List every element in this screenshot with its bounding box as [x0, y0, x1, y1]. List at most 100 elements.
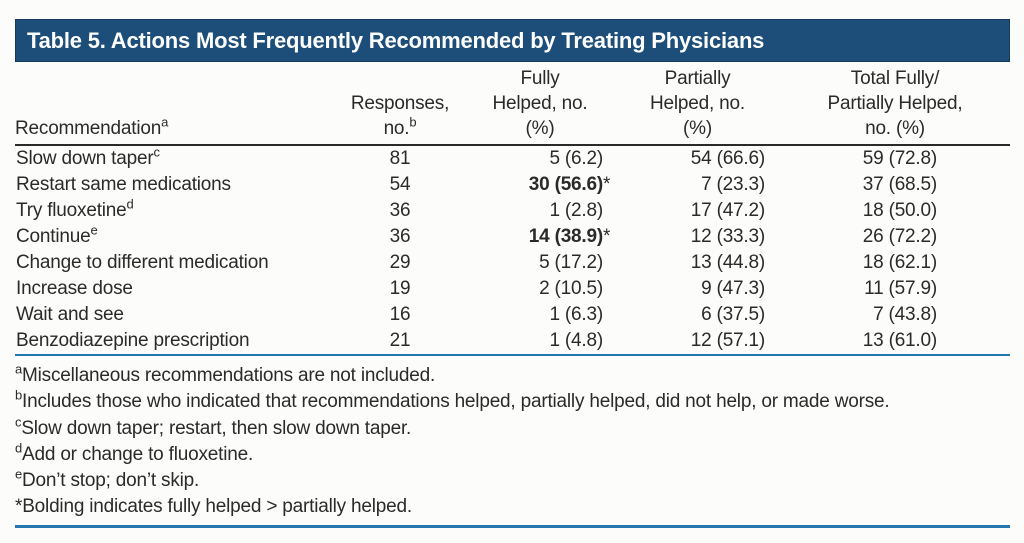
header-superscript: a — [161, 114, 169, 130]
cell-recommendation: Increase dose — [15, 276, 335, 302]
table-title: Table 5. Actions Most Frequently Recomme… — [27, 27, 765, 53]
header-label: (%) — [683, 118, 712, 139]
value-text: 54 (66.6) — [690, 148, 765, 169]
footnote-text: Don’t stop; don’t skip. — [22, 470, 200, 492]
cell-fully-helped: 1 (2.8) — [465, 198, 615, 224]
table-title-bar: Table 5. Actions Most Frequently Recomme… — [15, 19, 1010, 62]
cell-recommendation: Continuee — [15, 224, 335, 250]
col-header-recommendation: Recommendationa — [15, 66, 335, 146]
table-header: Recommendationa Responses, no.b Fully He… — [15, 66, 1010, 146]
cell-partially-helped: 13 (44.8) — [615, 250, 780, 276]
recommendation-superscript: d — [126, 196, 134, 212]
value-text: 9 (47.3) — [701, 278, 765, 299]
header-label: Partially — [664, 68, 731, 89]
cell-total-helped: 18 (50.0) — [780, 198, 1010, 224]
cell-total-helped: 7 (43.8) — [780, 302, 1010, 328]
header-label: Helped, no. — [650, 93, 745, 114]
value-text: 30 (56.6) — [528, 174, 603, 195]
cell-recommendation: Wait and see — [15, 302, 335, 328]
cell-total-helped: 59 (72.8) — [780, 145, 1010, 172]
table-row: Slow down taperc 81 5 (6.2) 54 (66.6) 59… — [15, 145, 1010, 172]
value-text: 17 (47.2) — [690, 200, 765, 221]
cell-fully-helped: 1 (4.8) — [465, 328, 615, 356]
value-text: 18 (62.1) — [862, 252, 937, 273]
header-label: Partially Helped, — [827, 93, 963, 114]
recommendation-text: Wait and see — [16, 304, 124, 325]
recommendation-superscript: e — [90, 222, 98, 238]
cell-partially-helped: 7 (23.3) — [615, 172, 780, 198]
cell-responses: 16 — [389, 304, 411, 325]
table-row: Benzodiazepine prescription 21 1 (4.8) 1… — [15, 328, 1010, 356]
cell-recommendation: Benzodiazepine prescription — [15, 328, 335, 356]
header-label: Recommendation — [15, 118, 162, 139]
header-superscript: b — [409, 114, 417, 130]
cell-partially-helped: 12 (33.3) — [615, 224, 780, 250]
value-text: 7 (43.8) — [873, 304, 937, 325]
value-text: 14 (38.9) — [528, 226, 603, 247]
table-row: Continuee 36 14 (38.9)* 12 (33.3) 26 (72… — [15, 224, 1010, 250]
cell-fully-helped: 30 (56.6)* — [465, 172, 615, 198]
cell-responses: 19 — [389, 278, 411, 299]
footnote-marker-sup: c — [15, 414, 22, 430]
value-text: 12 (57.1) — [690, 330, 765, 351]
footnote-line-a: aMiscellaneous recommendations are not i… — [15, 363, 1010, 389]
cell-recommendation: Change to different medication — [15, 250, 335, 276]
footnote-marker-sup: a — [15, 361, 23, 377]
value-text: 18 (50.0) — [862, 200, 937, 221]
value-text: 1 (2.8) — [549, 200, 603, 221]
recommendation-text: Increase dose — [16, 278, 133, 299]
cell-recommendation: Restart same medications — [15, 172, 335, 198]
cell-total-helped: 18 (62.1) — [780, 250, 1010, 276]
header-label: no. (%) — [865, 118, 925, 139]
recommendation-text: Try fluoxetine — [16, 200, 127, 221]
cell-total-helped: 26 (72.2) — [780, 224, 1010, 250]
cell-partially-helped: 12 (57.1) — [615, 328, 780, 356]
asterisk-marker: * — [603, 174, 611, 195]
cell-partially-helped: 6 (37.5) — [615, 302, 780, 328]
cell-fully-helped: 5 (6.2) — [465, 145, 615, 172]
footnote-text: Bolding indicates fully helped > partial… — [22, 496, 412, 518]
header-row: Recommendationa Responses, no.b Fully He… — [15, 66, 1010, 146]
cell-partially-helped: 9 (47.3) — [615, 276, 780, 302]
cell-fully-helped: 2 (10.5) — [465, 276, 615, 302]
col-header-fully-helped: Fully Helped, no. (%) — [465, 66, 615, 146]
footnote-line-d: dAdd or change to fluoxetine. — [15, 442, 1010, 468]
value-text: 13 (44.8) — [690, 252, 765, 273]
cell-partially-helped: 17 (47.2) — [615, 198, 780, 224]
cell-total-helped: 13 (61.0) — [780, 328, 1010, 356]
cell-fully-helped: 1 (6.3) — [465, 302, 615, 328]
value-text: 5 (6.2) — [549, 148, 603, 169]
table-row: Wait and see 16 1 (6.3) 6 (37.5) 7 (43.8… — [15, 302, 1010, 328]
value-text: 6 (37.5) — [701, 304, 765, 325]
footnote-line-c: cSlow down taper; restart, then slow dow… — [15, 414, 1010, 442]
value-text: 1 (6.3) — [549, 304, 603, 325]
cell-fully-helped: 14 (38.9)* — [465, 224, 615, 250]
recommendation-text: Continue — [16, 226, 91, 247]
cell-fully-helped: 5 (17.2) — [465, 250, 615, 276]
value-text: 26 (72.2) — [862, 226, 937, 247]
value-text: 7 (23.3) — [701, 174, 765, 195]
table-row: Restart same medications 54 30 (56.6)* 7… — [15, 172, 1010, 198]
cell-partially-helped: 54 (66.6) — [615, 145, 780, 172]
table-row: Increase dose 19 2 (10.5) 9 (47.3) 11 (5… — [15, 276, 1010, 302]
footnote-marker-sup: b — [15, 387, 23, 403]
value-text: 12 (33.3) — [690, 226, 765, 247]
cell-responses: 29 — [389, 252, 411, 273]
header-label: no. — [383, 118, 410, 139]
footnote-text: Add or change to fluoxetine. — [22, 443, 254, 465]
footnote-marker: * — [15, 496, 23, 518]
value-text: 1 (4.8) — [549, 330, 603, 351]
footnote-marker-sup: d — [15, 440, 23, 456]
footnotes-section: aMiscellaneous recommendations are not i… — [15, 363, 1010, 521]
table-body: Slow down taperc 81 5 (6.2) 54 (66.6) 59… — [15, 145, 1010, 356]
cell-responses: 54 — [389, 174, 411, 195]
cell-responses: 81 — [389, 148, 411, 169]
table5: Recommendationa Responses, no.b Fully He… — [15, 66, 1010, 356]
cell-responses: 36 — [389, 226, 411, 247]
header-label: (%) — [525, 118, 555, 139]
recommendation-text: Slow down taper — [16, 148, 154, 169]
recommendation-text: Restart same medications — [16, 174, 231, 195]
asterisk-marker: * — [603, 226, 611, 247]
cell-responses: 21 — [335, 328, 465, 356]
